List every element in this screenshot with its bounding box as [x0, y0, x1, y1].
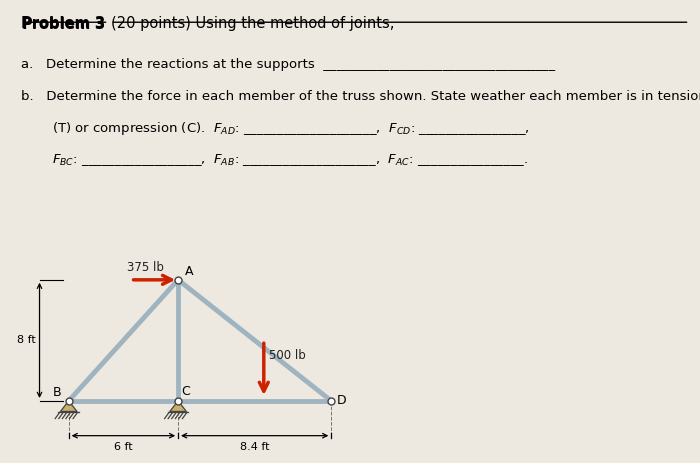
Text: 375 lb: 375 lb: [127, 261, 164, 274]
Text: C: C: [181, 385, 190, 398]
Text: 8.4 ft: 8.4 ft: [240, 443, 270, 452]
Text: (20 points) Using the method of joints,: (20 points) Using the method of joints,: [111, 16, 394, 31]
Text: D: D: [337, 394, 346, 407]
Polygon shape: [60, 401, 77, 412]
Text: A: A: [185, 264, 193, 277]
Text: (T) or compression (C).  $F_{AD}$: ____________________,  $F_{CD}$: ____________: (T) or compression (C). $F_{AD}$: ______…: [52, 120, 530, 138]
Text: B: B: [52, 386, 62, 400]
Text: Problem 3: Problem 3: [21, 16, 105, 31]
Text: 6 ft: 6 ft: [114, 443, 133, 452]
Text: $\bf{Problem\ 3}$: $\bf{Problem\ 3}$: [21, 16, 106, 32]
Text: b.   Determine the force in each member of the truss shown. State weather each m: b. Determine the force in each member of…: [21, 90, 700, 103]
Text: $F_{BC}$: __________________,  $F_{AB}$: ____________________,  $F_{AC}$: ______: $F_{BC}$: __________________, $F_{AB}$: …: [52, 152, 528, 168]
Text: 8 ft: 8 ft: [17, 335, 36, 345]
Text: a.   Determine the reactions at the supports  __________________________________: a. Determine the reactions at the suppor…: [21, 58, 555, 71]
Polygon shape: [170, 401, 186, 412]
Text: 500 lb: 500 lb: [270, 349, 306, 362]
